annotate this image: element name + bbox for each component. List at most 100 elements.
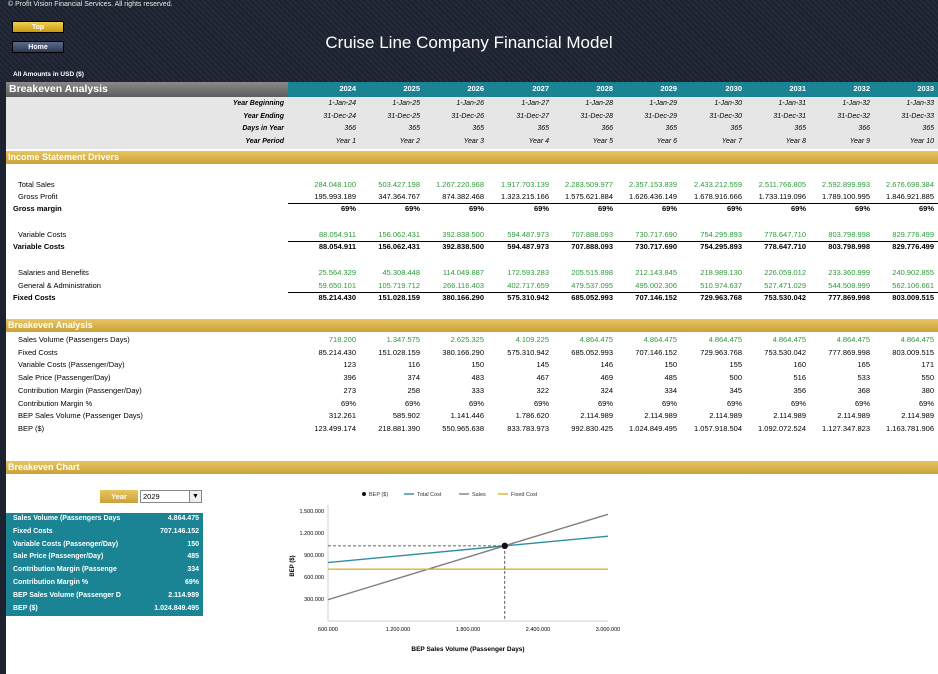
table-cell: 374 <box>407 373 420 383</box>
total-line <box>288 292 938 293</box>
total-line <box>288 203 938 204</box>
table-cell: 402.717.659 <box>507 281 549 290</box>
table-row: Sale Price (Passenger/Day) 396 374 483 467 46… <box>6 372 938 384</box>
y-tick-label: 1.200.000 <box>300 531 324 537</box>
table-cell: 533 <box>857 373 870 383</box>
table-cell: 69% <box>726 398 742 408</box>
table-cell: Year 10 <box>909 138 934 146</box>
table-cell: 45.308.448 <box>382 268 420 277</box>
table-row: Sales Volume (Passengers Days) 718.200 1.3… <box>6 334 938 346</box>
table-cell: 240.902.855 <box>892 268 934 277</box>
table-cell: 380 <box>921 385 934 395</box>
table-cell: 1.323.215.166 <box>501 192 549 201</box>
table-cell: 69% <box>533 204 549 213</box>
table-cell: 347.364.767 <box>378 192 420 201</box>
currency-note: All Amounts in USD ($) <box>13 71 84 78</box>
table-cell: 69% <box>533 398 549 408</box>
table-row: General & Administration 59.650.101 105.71… <box>6 280 938 292</box>
table-cell: 754.295.893 <box>700 242 742 251</box>
table-row: BEP ($) 123.499.174 218.881.390 550.965.638… <box>6 423 938 435</box>
summary-row: Contribution Margin % 69% <box>6 577 203 590</box>
table-cell: 4.864.475 <box>772 335 806 344</box>
table-cell: 1-Jan-30 <box>714 100 742 107</box>
row-label: Sale Price (Passenger/Day) <box>18 373 111 383</box>
home-button[interactable]: Home <box>12 41 64 53</box>
table-cell: 2.114.989 <box>901 411 934 421</box>
row-label: BEP ($) <box>18 423 45 433</box>
table-cell: 31-Dec-28 <box>580 112 613 120</box>
table-cell: 550 <box>921 373 934 383</box>
table-cell: 1.267.220.968 <box>436 180 484 189</box>
table-row: Fixed Costs 85.214.430 151.028.159 380.166.… <box>6 292 938 304</box>
table-cell: Year 5 <box>592 138 613 146</box>
table-cell: 2.114.989 <box>644 411 677 421</box>
bep-point <box>501 542 508 550</box>
table-cell: 1-Jan-33 <box>906 100 934 107</box>
table-cell: 4.864.475 <box>579 335 613 344</box>
row-label: BEP Sales Volume (Passenger Days) <box>18 411 143 421</box>
table-cell: 685.052.993 <box>571 293 613 302</box>
table-cell: 31-Dec-25 <box>387 112 420 120</box>
table-cell: 322 <box>536 385 549 395</box>
table-row: Gross margin 69% 69% 69% 69% 69% 69% 69% 69% 69% 6… <box>6 203 938 215</box>
table-cell: 4.109.225 <box>515 335 549 344</box>
summary-label: Contribution Margin (Passenge <box>13 566 117 574</box>
table-cell: 1-Jan-25 <box>392 100 420 107</box>
year-header-cell: 2031 <box>789 84 806 93</box>
table-cell: 284.048.100 <box>314 180 356 189</box>
year-row: 2024 2025 2026 2027 2028 2029 2030 2031 2032 2033 <box>6 83 938 95</box>
row-label: Sales Volume (Passengers Days) <box>18 335 130 344</box>
table-cell: 730.717.690 <box>635 230 677 239</box>
x-tick-label: 600.000 <box>318 627 338 633</box>
summary-label: BEP Sales Volume (Passenger D <box>13 591 121 599</box>
table-row: Contribution Margin (Passenger/Day) 273 25… <box>6 385 938 397</box>
year-header-cell: 2024 <box>339 84 356 93</box>
table-cell: 150 <box>471 360 484 370</box>
summary-row: BEP ($) 1.024.849.495 <box>6 603 203 616</box>
table-cell: 69% <box>854 204 870 213</box>
row-label: Gross Profit <box>18 192 58 201</box>
top-button[interactable]: Top <box>12 21 64 33</box>
summary-value: 2.114.989 <box>168 591 199 599</box>
year-dropdown[interactable]: 2029 ▼ <box>140 490 202 503</box>
summary-value: 150 <box>187 540 199 548</box>
row-label: Salaries and Benefits <box>18 268 89 277</box>
y-tick-label: 1.500.000 <box>300 509 324 515</box>
year-selector-label: Year <box>100 490 138 503</box>
chevron-down-icon[interactable]: ▼ <box>189 491 201 502</box>
table-cell: 575.310.942 <box>507 293 549 302</box>
table-cell: 718.200 <box>328 335 356 344</box>
year-header-band <box>288 82 938 97</box>
table-cell: 803.009.515 <box>892 293 934 302</box>
summary-row: Sale Price (Passenger/Day) 485 <box>6 551 203 564</box>
table-row: Year Period Year 1 Year 2 Year 3 Year 4 Year … <box>6 136 938 148</box>
legend-marker-bep <box>362 492 366 496</box>
row-label: Fixed Costs <box>13 293 56 302</box>
table-cell: 195.993.189 <box>314 192 356 201</box>
table-cell: 829.776.499 <box>892 230 934 239</box>
table-cell: 69% <box>340 204 356 213</box>
table-cell: 1-Jan-29 <box>649 100 677 107</box>
row-label: Days in Year <box>242 125 284 133</box>
table-cell: 707.888.093 <box>571 230 613 239</box>
table-cell: 172.593.283 <box>507 268 549 277</box>
table-cell: 2.114.989 <box>837 411 870 421</box>
table-cell: 2.625.325 <box>450 335 484 344</box>
table-cell: 550.965.638 <box>442 423 484 433</box>
table-cell: 273 <box>343 385 356 395</box>
table-cell: 829.776.499 <box>892 242 934 251</box>
table-cell: 510.974.637 <box>700 281 742 290</box>
table-cell: 258 <box>407 385 420 395</box>
table-cell: 69% <box>918 398 934 408</box>
header-band: © Profit Vision Financial Services. All … <box>0 0 938 82</box>
table-cell: 31-Dec-33 <box>901 112 934 120</box>
table-cell: 31-Dec-32 <box>837 112 870 120</box>
table-cell: 31-Dec-29 <box>644 112 677 120</box>
year-header-cell: 2030 <box>725 84 742 93</box>
table-cell: 116 <box>408 360 420 370</box>
table-cell: 156.062.431 <box>378 230 420 239</box>
table-cell: 69% <box>790 398 806 408</box>
table-row: Fixed Costs 85.214.430 151.028.159 380.166.… <box>6 347 938 359</box>
x-tick-label: 1.800.000 <box>456 627 480 633</box>
legend-label: Total Cost <box>417 492 442 498</box>
